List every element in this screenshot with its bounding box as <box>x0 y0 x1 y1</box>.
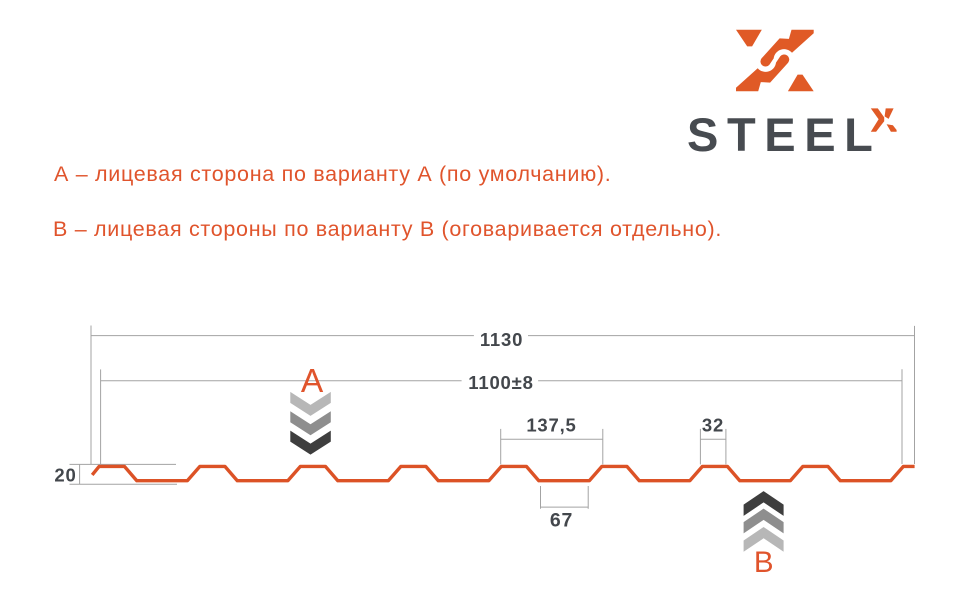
svg-text:20: 20 <box>54 464 76 485</box>
svg-text:1130: 1130 <box>480 329 523 350</box>
svg-text:32: 32 <box>702 415 724 436</box>
svg-text:137,5: 137,5 <box>526 415 576 436</box>
svg-text:A: A <box>301 363 324 400</box>
svg-text:1100±8: 1100±8 <box>468 372 533 393</box>
svg-text:B: B <box>754 546 774 579</box>
svg-text:67: 67 <box>550 509 573 531</box>
